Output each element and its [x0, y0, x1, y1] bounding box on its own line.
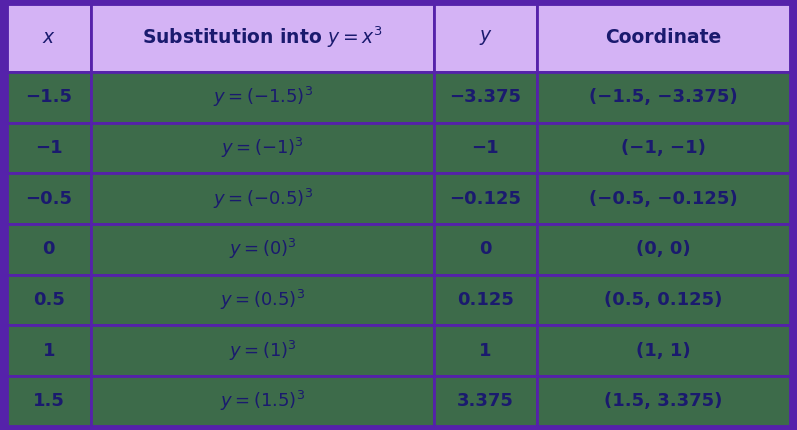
FancyBboxPatch shape — [6, 274, 91, 325]
FancyBboxPatch shape — [536, 173, 791, 224]
Text: 0.5: 0.5 — [33, 291, 65, 309]
Text: $y = (0)^3$: $y = (0)^3$ — [229, 237, 296, 261]
Text: 0: 0 — [42, 240, 55, 258]
FancyBboxPatch shape — [536, 376, 791, 427]
FancyBboxPatch shape — [6, 173, 91, 224]
Text: −1: −1 — [472, 139, 499, 157]
Text: Coordinate: Coordinate — [606, 28, 722, 47]
FancyBboxPatch shape — [91, 123, 434, 173]
Text: (−1, −1): (−1, −1) — [621, 139, 706, 157]
Text: −1: −1 — [35, 139, 62, 157]
FancyBboxPatch shape — [91, 72, 434, 123]
FancyBboxPatch shape — [91, 274, 434, 325]
Text: −1.5: −1.5 — [26, 88, 73, 106]
FancyBboxPatch shape — [536, 72, 791, 123]
Text: −0.5: −0.5 — [26, 190, 73, 208]
FancyBboxPatch shape — [6, 376, 91, 427]
Text: 1.5: 1.5 — [33, 392, 65, 410]
Text: 1: 1 — [42, 341, 55, 359]
Text: 3.375: 3.375 — [457, 392, 514, 410]
FancyBboxPatch shape — [434, 3, 536, 72]
FancyBboxPatch shape — [434, 72, 536, 123]
Text: $y = (-1)^3$: $y = (-1)^3$ — [221, 136, 304, 160]
Text: 0.125: 0.125 — [457, 291, 514, 309]
Text: $y = (0.5)^3$: $y = (0.5)^3$ — [220, 288, 305, 312]
Text: $y$: $y$ — [478, 28, 493, 47]
FancyBboxPatch shape — [6, 224, 91, 274]
Text: $y = (1)^3$: $y = (1)^3$ — [229, 338, 296, 362]
Text: $y = (1.5)^3$: $y = (1.5)^3$ — [220, 389, 305, 413]
FancyBboxPatch shape — [91, 376, 434, 427]
Text: −0.125: −0.125 — [450, 190, 521, 208]
FancyBboxPatch shape — [91, 173, 434, 224]
FancyBboxPatch shape — [434, 224, 536, 274]
FancyBboxPatch shape — [91, 325, 434, 376]
FancyBboxPatch shape — [536, 3, 791, 72]
FancyBboxPatch shape — [434, 123, 536, 173]
FancyBboxPatch shape — [6, 123, 91, 173]
Text: (−0.5, −0.125): (−0.5, −0.125) — [589, 190, 738, 208]
Text: (0.5, 0.125): (0.5, 0.125) — [604, 291, 723, 309]
Text: (1, 1): (1, 1) — [636, 341, 691, 359]
Text: (−1.5, −3.375): (−1.5, −3.375) — [589, 88, 738, 106]
FancyBboxPatch shape — [434, 325, 536, 376]
Text: −3.375: −3.375 — [450, 88, 521, 106]
Text: Substitution into $y = x^3$: Substitution into $y = x^3$ — [142, 25, 383, 50]
FancyBboxPatch shape — [434, 274, 536, 325]
FancyBboxPatch shape — [6, 72, 91, 123]
Text: $y = (-0.5)^3$: $y = (-0.5)^3$ — [213, 187, 312, 211]
FancyBboxPatch shape — [6, 325, 91, 376]
FancyBboxPatch shape — [91, 224, 434, 274]
Text: $x$: $x$ — [41, 28, 56, 47]
FancyBboxPatch shape — [536, 325, 791, 376]
FancyBboxPatch shape — [536, 274, 791, 325]
FancyBboxPatch shape — [6, 3, 91, 72]
Text: (0, 0): (0, 0) — [636, 240, 691, 258]
Text: $y = (-1.5)^3$: $y = (-1.5)^3$ — [213, 85, 312, 109]
Text: 1: 1 — [479, 341, 492, 359]
Text: (1.5, 3.375): (1.5, 3.375) — [604, 392, 723, 410]
FancyBboxPatch shape — [91, 3, 434, 72]
Text: 0: 0 — [479, 240, 492, 258]
FancyBboxPatch shape — [536, 123, 791, 173]
FancyBboxPatch shape — [434, 376, 536, 427]
FancyBboxPatch shape — [536, 224, 791, 274]
FancyBboxPatch shape — [434, 173, 536, 224]
